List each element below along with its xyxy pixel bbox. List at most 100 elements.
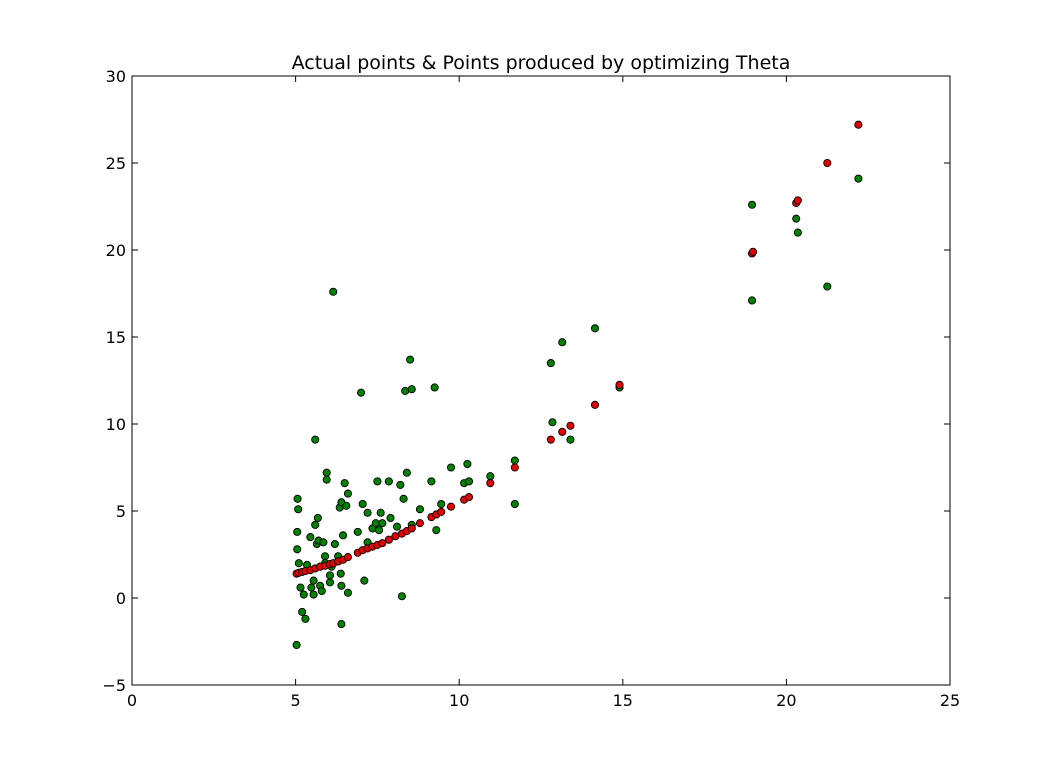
y-tick-label: 25 xyxy=(106,154,126,173)
data-point xyxy=(510,463,519,472)
data-point xyxy=(325,578,335,587)
data-point xyxy=(432,526,441,535)
data-point xyxy=(386,513,395,523)
data-point xyxy=(306,533,315,542)
data-point xyxy=(363,508,372,517)
data-point xyxy=(823,158,832,168)
series-0-points xyxy=(292,174,863,650)
data-point xyxy=(384,477,393,486)
x-tick-label: 10 xyxy=(449,691,469,710)
data-point xyxy=(313,513,322,523)
chart-title: Actual points & Points produced by optim… xyxy=(292,52,791,74)
data-point xyxy=(317,586,326,596)
data-point xyxy=(396,480,405,489)
data-point xyxy=(299,590,308,599)
data-point xyxy=(392,522,402,531)
data-point xyxy=(793,228,802,237)
data-point xyxy=(854,174,863,183)
data-point xyxy=(360,576,369,585)
points-layer xyxy=(292,120,863,650)
data-point xyxy=(343,553,353,562)
data-point xyxy=(546,359,555,368)
data-point xyxy=(329,287,338,296)
data-point xyxy=(358,499,367,509)
data-point xyxy=(342,501,351,510)
data-point xyxy=(399,494,408,503)
data-point xyxy=(378,519,387,528)
y-tick-label: 15 xyxy=(106,328,126,347)
data-point xyxy=(298,607,307,616)
plot-frame xyxy=(131,75,951,686)
data-point xyxy=(854,120,863,129)
x-tick-label: 25 xyxy=(940,691,960,710)
data-point xyxy=(337,620,346,629)
data-point xyxy=(353,527,362,536)
data-point xyxy=(293,494,302,503)
data-point xyxy=(486,472,495,481)
data-point xyxy=(546,435,555,444)
y-tick-label: 0 xyxy=(116,589,126,608)
y-tick-label: 5 xyxy=(116,502,126,521)
data-point xyxy=(427,477,436,486)
data-point xyxy=(325,571,335,580)
data-point xyxy=(311,520,320,529)
data-point xyxy=(463,459,472,469)
data-point xyxy=(558,338,567,347)
data-point xyxy=(437,507,446,516)
x-tick-label: 0 xyxy=(127,691,137,710)
data-point xyxy=(406,355,415,364)
data-point xyxy=(337,581,346,590)
data-point xyxy=(301,614,310,623)
data-point xyxy=(792,214,801,223)
data-point xyxy=(558,427,567,436)
data-point xyxy=(294,559,303,568)
data-point xyxy=(407,524,416,533)
x-tick-label: 5 xyxy=(291,691,301,710)
data-point xyxy=(590,400,600,409)
x-tick-label: 15 xyxy=(613,691,633,710)
y-tick-label: −5 xyxy=(102,676,126,695)
data-point xyxy=(309,590,318,599)
data-point xyxy=(343,588,353,597)
data-point xyxy=(311,435,320,444)
y-tick-label: 30 xyxy=(106,67,126,86)
data-point xyxy=(590,324,600,333)
data-point xyxy=(294,505,303,514)
data-point xyxy=(401,386,410,395)
data-point xyxy=(548,418,557,427)
series-1-points xyxy=(292,120,863,578)
data-point xyxy=(486,479,495,488)
data-point xyxy=(374,526,384,535)
data-point xyxy=(510,456,519,465)
data-point xyxy=(293,527,302,536)
data-point xyxy=(373,477,382,486)
data-point xyxy=(336,569,345,578)
data-point xyxy=(446,463,456,472)
data-point xyxy=(330,540,339,549)
y-tick-label: 10 xyxy=(106,415,126,434)
data-point xyxy=(292,640,301,650)
y-tick-label: 20 xyxy=(106,241,126,260)
data-point xyxy=(446,502,456,511)
data-point xyxy=(320,552,330,561)
data-point xyxy=(376,508,385,517)
data-point xyxy=(615,380,624,389)
data-point xyxy=(747,296,757,305)
data-point xyxy=(397,592,406,601)
data-point xyxy=(823,282,832,291)
data-point xyxy=(338,531,348,540)
data-point xyxy=(293,545,302,554)
data-point xyxy=(309,576,318,585)
data-point xyxy=(322,475,331,484)
data-point xyxy=(793,196,802,205)
data-point xyxy=(430,383,439,392)
data-point xyxy=(464,493,474,502)
data-point xyxy=(402,468,411,477)
data-point xyxy=(296,583,305,592)
data-point xyxy=(378,539,387,548)
data-point xyxy=(437,499,446,509)
data-point xyxy=(307,583,316,592)
x-tick-label: 20 xyxy=(776,691,796,710)
data-point xyxy=(415,519,424,528)
